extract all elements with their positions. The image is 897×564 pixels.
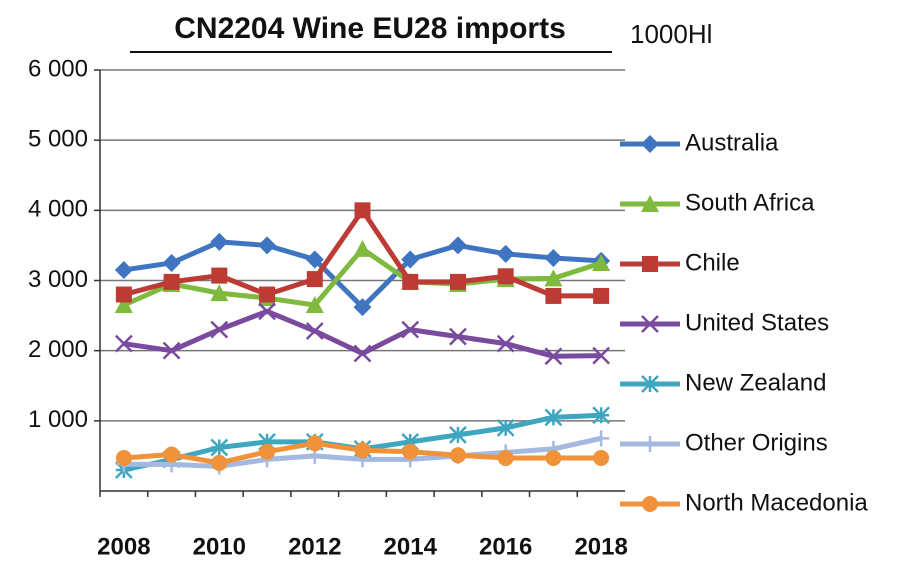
y-tick-label: 1 000 bbox=[28, 406, 88, 433]
marker bbox=[401, 432, 420, 451]
marker bbox=[114, 334, 133, 353]
x-tick-label: 2010 bbox=[193, 533, 246, 560]
legend-marker bbox=[642, 256, 658, 272]
marker bbox=[593, 450, 610, 467]
marker bbox=[545, 450, 562, 467]
y-tick-label: 3 000 bbox=[28, 266, 88, 293]
marker bbox=[210, 438, 229, 457]
marker bbox=[593, 287, 610, 304]
x-tick-label: 2018 bbox=[574, 533, 627, 560]
y-tick-label: 6 000 bbox=[28, 55, 88, 82]
x-tick-label: 2012 bbox=[288, 533, 341, 560]
marker bbox=[306, 435, 323, 452]
x-tick-label: 2014 bbox=[384, 533, 438, 560]
marker bbox=[401, 250, 420, 269]
marker bbox=[402, 273, 419, 290]
marker bbox=[544, 269, 563, 287]
marker bbox=[402, 443, 419, 460]
marker bbox=[115, 450, 132, 467]
marker bbox=[449, 273, 466, 290]
legend-label: Other Origins bbox=[685, 429, 828, 456]
marker bbox=[592, 406, 611, 425]
marker bbox=[449, 327, 467, 346]
legend-marker bbox=[641, 315, 659, 333]
marker bbox=[162, 341, 181, 360]
marker bbox=[496, 418, 515, 437]
y-tick-label: 4 000 bbox=[28, 196, 88, 223]
marker bbox=[305, 322, 324, 340]
marker bbox=[114, 296, 133, 314]
marker bbox=[354, 442, 371, 459]
marker bbox=[258, 302, 276, 321]
marker bbox=[354, 202, 371, 219]
marker bbox=[259, 286, 276, 303]
legend-label: New Zealand bbox=[685, 369, 826, 396]
marker bbox=[210, 232, 229, 251]
marker bbox=[353, 298, 372, 317]
marker bbox=[259, 443, 276, 460]
legend-label: Chile bbox=[685, 249, 740, 276]
legend-marker bbox=[642, 436, 658, 452]
marker bbox=[592, 346, 611, 365]
marker bbox=[448, 236, 467, 255]
marker bbox=[353, 239, 372, 257]
x-tick-label: 2016 bbox=[479, 533, 532, 560]
marker bbox=[114, 260, 133, 279]
marker bbox=[163, 446, 180, 463]
marker bbox=[497, 268, 514, 285]
marker bbox=[401, 320, 420, 339]
chart-title: CN2204 Wine EU28 imports bbox=[174, 12, 566, 45]
marker bbox=[115, 286, 132, 303]
x-tick-label: 2008 bbox=[97, 533, 150, 560]
marker bbox=[162, 253, 181, 272]
marker bbox=[258, 236, 277, 255]
legend-label: North Macedonia bbox=[685, 489, 868, 516]
marker bbox=[353, 344, 372, 363]
marker bbox=[211, 454, 228, 471]
marker bbox=[544, 408, 563, 427]
legend-label: South Africa bbox=[685, 189, 815, 216]
marker bbox=[211, 267, 228, 284]
marker bbox=[544, 249, 563, 268]
legend-marker bbox=[641, 375, 659, 393]
marker bbox=[449, 447, 466, 464]
marker bbox=[258, 432, 276, 451]
y-tick-label: 2 000 bbox=[28, 336, 88, 363]
marker bbox=[544, 347, 563, 366]
marker bbox=[306, 271, 323, 288]
legend-marker bbox=[641, 135, 659, 153]
legend-label: Australia bbox=[685, 129, 779, 156]
marker bbox=[449, 425, 467, 444]
marker bbox=[496, 334, 515, 353]
unit-label: 1000Hl bbox=[630, 19, 712, 49]
series-line bbox=[123, 308, 602, 359]
marker bbox=[210, 284, 229, 302]
y-tick-label: 5 000 bbox=[28, 126, 88, 153]
legend-marker bbox=[642, 496, 658, 512]
marker bbox=[593, 430, 610, 447]
marker bbox=[496, 244, 515, 263]
marker bbox=[545, 287, 562, 304]
legend-marker bbox=[641, 195, 659, 212]
legend-label: United States bbox=[685, 309, 829, 336]
marker bbox=[305, 250, 324, 269]
marker bbox=[592, 253, 611, 271]
marker bbox=[210, 320, 229, 339]
marker bbox=[497, 450, 514, 467]
marker bbox=[163, 273, 180, 290]
marker bbox=[305, 296, 324, 314]
